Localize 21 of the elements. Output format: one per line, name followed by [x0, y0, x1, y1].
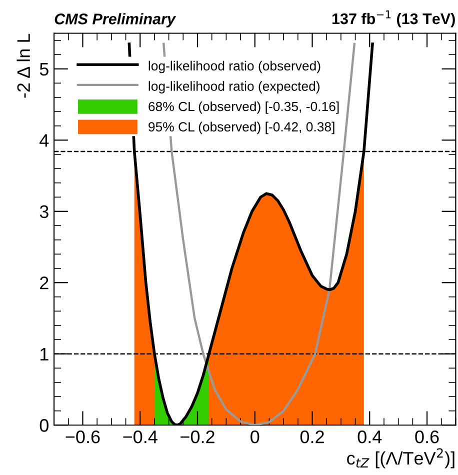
y-tick-label: 3: [40, 205, 48, 218]
chart-subtitle: 137 fb$^{−1}$ (13 TeV): [332, 10, 455, 28]
x-tick-label: 0: [250, 430, 260, 444]
y-tick-label: 2: [40, 276, 48, 290]
y-tick-label: 0: [40, 419, 48, 432]
x-tick-label: 0.2: [300, 430, 324, 444]
y-axis-title: -2 Δ ln L: [16, 34, 30, 98]
legend-label: 68% CL (observed) [-0.35, -0.16]: [148, 101, 339, 114]
x-tick-label: −0.4: [123, 430, 158, 444]
legend-label: log-likelihood ratio (observed): [148, 60, 320, 74]
legend-label: log-likelihood ratio (expected): [148, 81, 320, 94]
legend-label: 95% CL (observed) [-0.42, 0.38]: [148, 122, 334, 134]
x-tick-label: 0.6: [415, 430, 439, 444]
y-tick-label: 4: [40, 134, 49, 147]
y-tick-label: 1: [40, 348, 48, 360]
x-tick-label: 0.4: [358, 430, 382, 444]
chart-title: CMS Preliminary: [54, 13, 176, 28]
x-tick-label: −0.6: [66, 430, 100, 444]
x-axis-title: c$_{tZ}$ [(Λ/TeV$^{2}$)]: [347, 448, 454, 468]
x-tick-label: −0.2: [180, 430, 214, 444]
y-tick-label: 5: [40, 62, 48, 76]
